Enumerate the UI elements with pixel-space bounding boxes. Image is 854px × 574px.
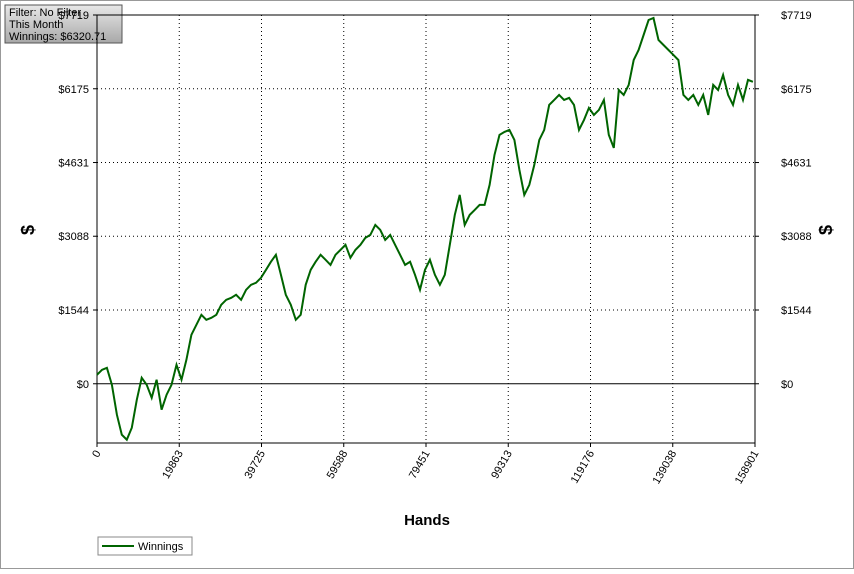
legend-label: Winnings <box>138 541 184 553</box>
y2-tick-label: $6175 <box>781 84 812 96</box>
y2-tick-label: $1544 <box>781 305 812 317</box>
y2-tick-label: $4631 <box>781 158 812 170</box>
series-line <box>96 16 754 442</box>
y-axis-label: $ <box>18 225 38 235</box>
info-box <box>4 4 123 44</box>
info-line: Winnings: $6320.71 <box>9 31 106 43</box>
x-axis-label: Hands <box>404 512 450 529</box>
x-tick-label: 0 <box>90 449 103 460</box>
y-tick-label: $1544 <box>58 305 89 317</box>
y2-tick-label: $3088 <box>781 231 812 243</box>
y-tick-label: $0 <box>77 379 89 391</box>
info-line: Filter: No Filter <box>9 7 81 19</box>
y2-tick-label: $0 <box>781 379 793 391</box>
y-tick-label: $7719 <box>58 10 89 22</box>
legend <box>97 536 193 556</box>
y-tick-label: $6175 <box>58 84 89 96</box>
y-tick-label: $3088 <box>58 231 89 243</box>
y2-axis-label: $ <box>816 225 836 235</box>
y2-tick-label: $7719 <box>781 10 812 22</box>
info-line: This Month <box>9 19 63 31</box>
plot-border <box>96 14 756 444</box>
y-tick-label: $4631 <box>58 158 89 170</box>
